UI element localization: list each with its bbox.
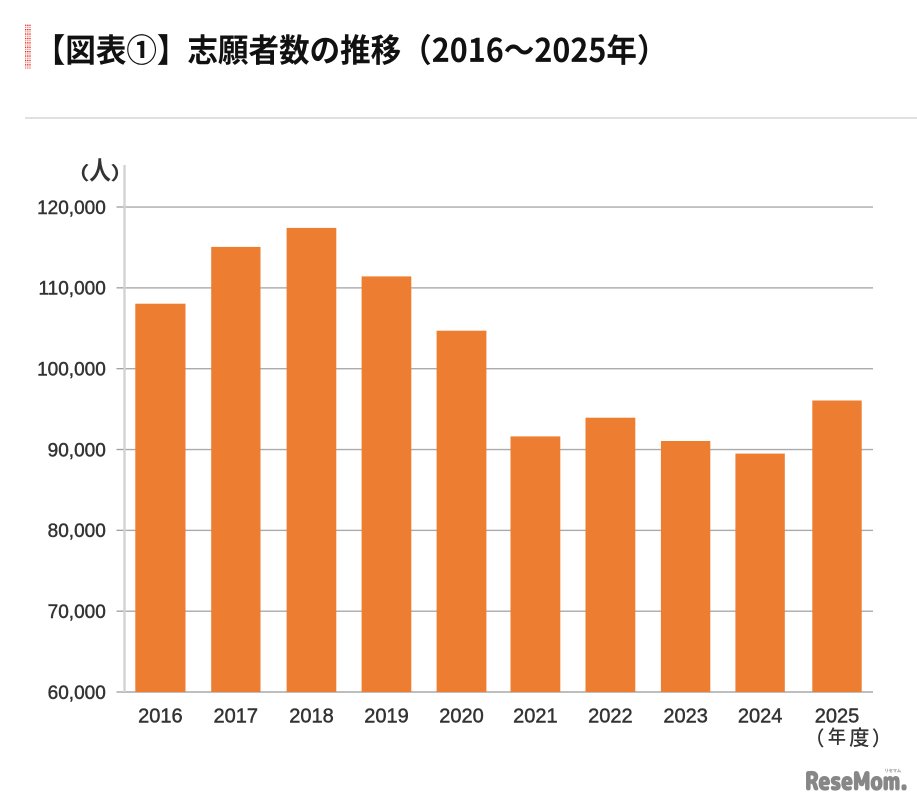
svg-text:70,000: 70,000 [48, 602, 106, 623]
svg-text:2024: 2024 [738, 706, 783, 728]
svg-text:2020: 2020 [439, 706, 484, 728]
svg-text:2017: 2017 [214, 706, 259, 728]
svg-text:60,000: 60,000 [48, 683, 106, 704]
svg-text:2016: 2016 [138, 706, 183, 728]
svg-text:80,000: 80,000 [48, 521, 106, 542]
svg-text:2021: 2021 [513, 706, 558, 728]
svg-text:2022: 2022 [588, 706, 633, 728]
svg-text:2023: 2023 [663, 706, 708, 728]
svg-text:2018: 2018 [289, 706, 334, 728]
svg-text:120,000: 120,000 [37, 198, 106, 219]
svg-text:100,000: 100,000 [37, 360, 106, 381]
svg-text:2019: 2019 [364, 706, 409, 728]
svg-text:90,000: 90,000 [48, 440, 106, 461]
svg-text:110,000: 110,000 [39, 279, 106, 300]
svg-text:2025: 2025 [815, 706, 860, 728]
